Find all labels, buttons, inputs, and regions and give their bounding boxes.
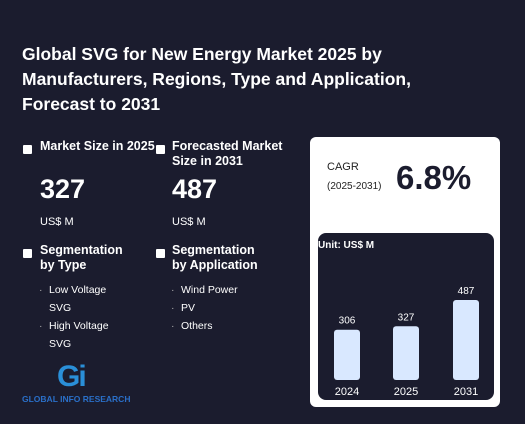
stat-label: Market Size in 2025 [40,139,155,153]
stat-unit: US$ M [172,216,206,228]
x-tick-label: 2024 [335,386,359,398]
bar [453,300,479,380]
stat-label: Forecasted Market Size in 2031 [172,139,283,168]
value-label: 306 [339,316,356,327]
icon [156,249,165,258]
chart-subtitle: Unit: US$ M [318,240,375,251]
icon [23,249,32,258]
cagr-period: (2025-2031) [327,181,382,192]
segment-item: Others [171,317,261,335]
bar [334,329,360,380]
segment-item: PV [171,299,261,317]
value-label: 487 [458,286,475,297]
logo-name: GLOBAL INFO RESEARCH [22,394,131,404]
segment-item: High Voltage SVG [39,317,119,353]
segment-label: Segmentation by Application [172,243,258,272]
stat-unit: US$ M [40,216,74,228]
value-label: 327 [398,312,415,323]
cagr-value: 6.8% [396,159,472,196]
title: Global SVG for New Energy Market 2025 by… [22,44,411,114]
logo-mark: Gi [57,360,87,393]
segment-label: Segmentation by Type [40,243,123,272]
icon [156,145,165,154]
bar [393,326,419,380]
segment-item: Wind Power [171,281,261,299]
x-tick-label: 2031 [454,386,478,398]
stat-value: 327 [40,174,86,204]
cagr-label: CAGR [327,161,359,173]
segment-item: Low Voltage SVG [39,281,119,317]
stat-value: 487 [172,174,218,204]
x-tick-label: 2025 [394,386,418,398]
icon [23,145,32,154]
